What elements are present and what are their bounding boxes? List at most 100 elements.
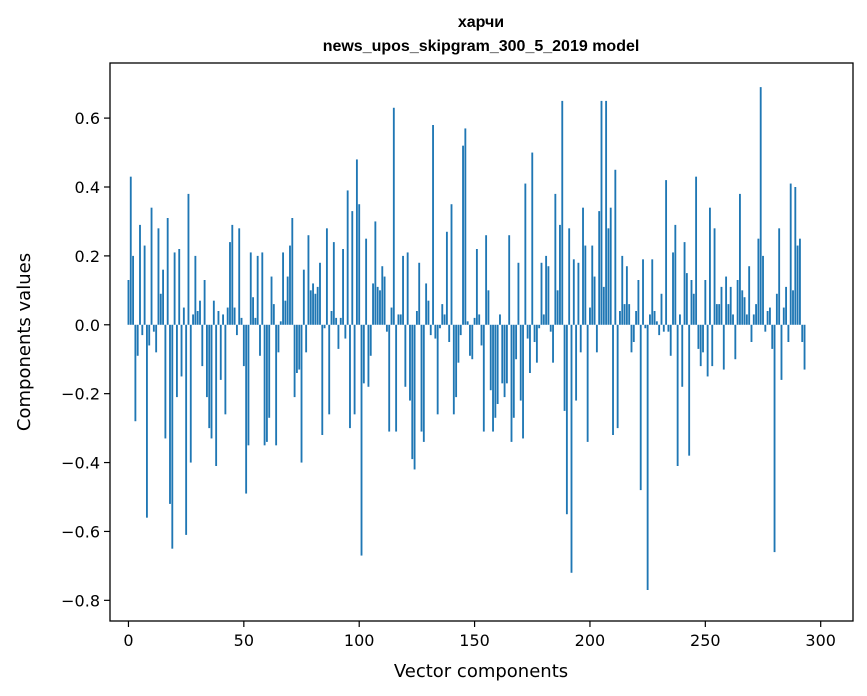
bar — [510, 324, 513, 442]
bar — [750, 324, 753, 342]
bar — [736, 280, 739, 325]
bar — [224, 324, 227, 415]
y-tick-label: 0.6 — [75, 109, 100, 128]
bar — [439, 324, 441, 329]
bar — [406, 252, 409, 325]
bar — [192, 314, 194, 325]
y-tick-label: −0.8 — [61, 591, 100, 610]
bar — [309, 290, 312, 325]
bar — [706, 324, 709, 377]
bar — [660, 293, 663, 325]
bar — [616, 324, 619, 429]
bar — [674, 224, 677, 325]
bar — [496, 324, 499, 404]
bar — [702, 324, 704, 353]
bar — [256, 255, 259, 325]
bar — [646, 324, 649, 590]
bar — [623, 304, 626, 325]
bar — [485, 235, 488, 325]
x-tick-label: 250 — [690, 631, 721, 650]
bar — [775, 293, 778, 325]
bar — [642, 259, 644, 325]
bar — [715, 304, 718, 325]
bar — [538, 324, 541, 329]
bar — [480, 324, 483, 346]
bar — [339, 317, 342, 325]
bar — [535, 324, 538, 363]
bar — [441, 304, 444, 325]
bar — [630, 324, 633, 353]
bar — [625, 266, 628, 325]
bar — [469, 324, 471, 356]
bar — [489, 324, 492, 391]
bar — [801, 324, 804, 342]
bar — [602, 286, 605, 325]
bar — [328, 324, 331, 415]
bar — [579, 324, 582, 353]
bar — [540, 262, 543, 325]
bar — [704, 280, 707, 325]
bar — [542, 314, 545, 325]
bar — [155, 324, 158, 353]
bar — [358, 204, 361, 325]
bar — [524, 183, 527, 325]
bar — [217, 311, 220, 325]
bar — [672, 252, 674, 325]
bar — [683, 242, 686, 325]
bar — [291, 218, 294, 325]
x-tick-label: 200 — [575, 631, 606, 650]
bar — [628, 304, 631, 325]
bar — [669, 324, 672, 356]
chart-title: харчи — [458, 14, 504, 31]
bar — [785, 286, 788, 325]
bar — [425, 283, 428, 325]
bar — [593, 276, 596, 325]
bar — [492, 324, 494, 432]
bar — [203, 280, 206, 325]
bar — [759, 87, 762, 325]
bar — [755, 304, 758, 325]
bar — [732, 314, 734, 325]
y-tick-label: −0.4 — [61, 454, 100, 473]
bar — [565, 324, 568, 515]
bar — [690, 280, 693, 325]
bar — [725, 276, 728, 325]
bar — [307, 235, 310, 325]
bar — [503, 324, 506, 398]
bar — [556, 290, 559, 325]
bar — [552, 324, 554, 363]
x-tick-label: 100 — [344, 631, 375, 650]
bar — [275, 324, 278, 446]
bar — [505, 324, 508, 384]
bar — [289, 245, 291, 325]
bar — [337, 324, 340, 349]
bar — [591, 245, 594, 325]
bar — [526, 324, 529, 339]
bar — [667, 324, 670, 332]
x-tick-label: 50 — [234, 631, 254, 650]
bar — [277, 324, 280, 353]
bar — [448, 324, 451, 342]
bar — [385, 324, 388, 332]
bar — [136, 324, 139, 356]
bar — [473, 317, 476, 325]
bar — [180, 324, 183, 377]
bar — [780, 324, 783, 380]
bar — [238, 228, 241, 325]
bar — [649, 314, 651, 325]
bar — [397, 314, 400, 325]
bar — [265, 324, 268, 442]
bar — [549, 324, 552, 332]
bar — [395, 324, 398, 432]
bar — [796, 245, 799, 325]
y-tick-label: 0.2 — [75, 247, 100, 266]
bar — [171, 324, 174, 549]
bar — [722, 324, 725, 370]
bar — [619, 311, 621, 325]
bar — [681, 324, 684, 387]
bar — [803, 324, 806, 370]
bar — [475, 249, 478, 325]
bar — [141, 324, 144, 336]
bar — [644, 324, 647, 329]
